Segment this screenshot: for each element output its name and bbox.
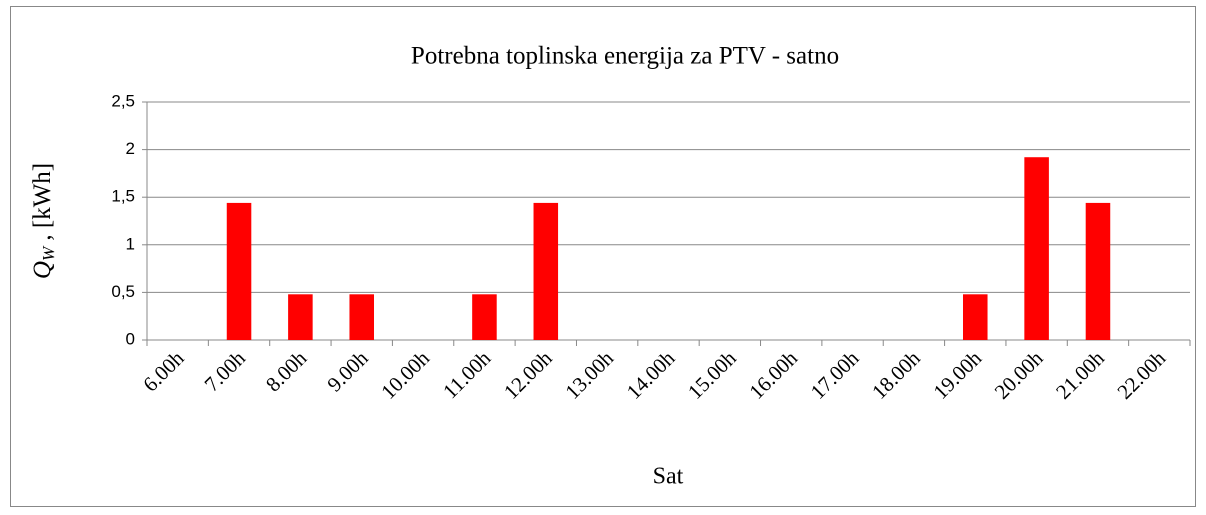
- bar: [962, 294, 988, 340]
- bar: [533, 202, 559, 340]
- y-tick-label: 1,5: [111, 187, 135, 206]
- x-axis-title: Sat: [653, 464, 684, 490]
- y-tick-label: 2,5: [111, 91, 135, 110]
- y-axis-subscript: W: [39, 245, 58, 261]
- y-tick-label: 2: [126, 139, 135, 158]
- chart-border: [10, 6, 1196, 507]
- y-axis-symbol: Q: [29, 261, 56, 279]
- bar: [226, 202, 252, 340]
- bar: [349, 294, 375, 340]
- y-tick-label: 0,5: [111, 282, 135, 301]
- y-tick-label: 1: [126, 234, 135, 253]
- chart-title: Potrebna toplinska energija za PTV - sat…: [411, 43, 839, 70]
- y-axis-unit: , [kWh]: [29, 163, 56, 247]
- bar: [288, 294, 313, 340]
- y-tick-label: 0: [126, 329, 135, 348]
- bar: [472, 294, 497, 340]
- bar: [1024, 157, 1049, 340]
- bar: [1085, 202, 1111, 340]
- y-axis-title: QW , [kWh]: [29, 163, 58, 279]
